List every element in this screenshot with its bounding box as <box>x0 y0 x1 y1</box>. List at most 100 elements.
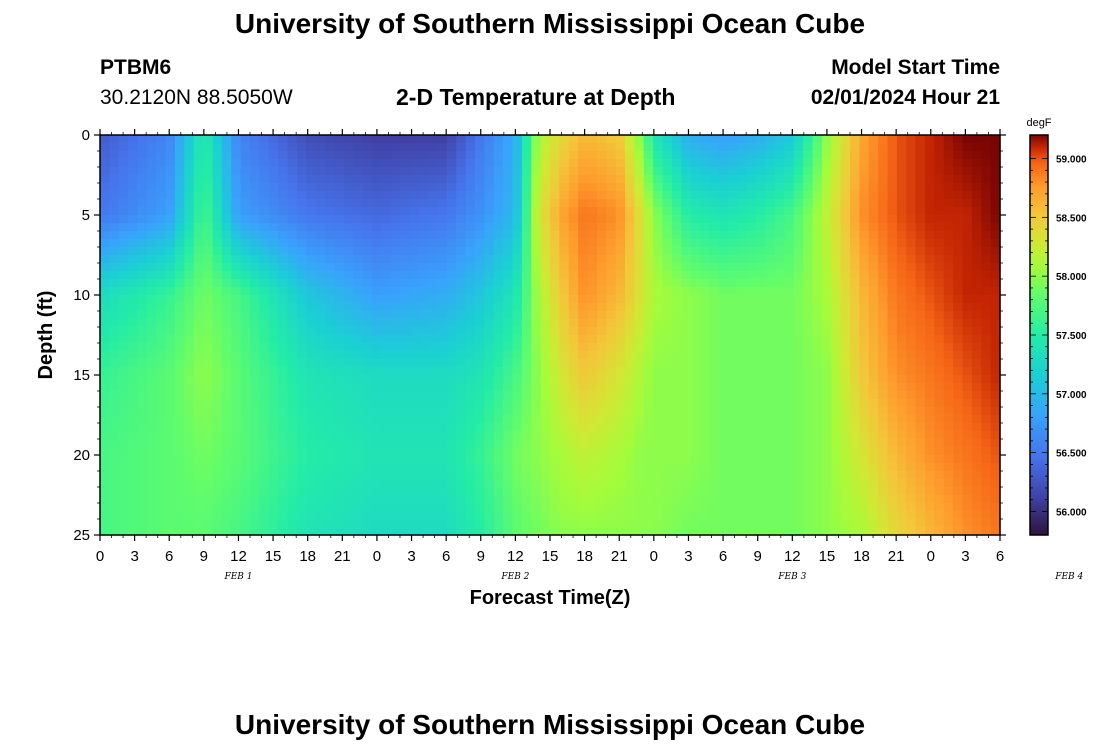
heatmap-cell <box>109 271 120 280</box>
heatmap-cell <box>296 351 307 360</box>
heatmap-cell <box>418 415 429 424</box>
heatmap-cell <box>690 191 701 200</box>
heatmap-cell <box>156 335 167 344</box>
heatmap-cell <box>746 359 757 368</box>
heatmap-cell <box>850 383 860 392</box>
heatmap-cell <box>709 207 720 216</box>
heatmap-cell <box>465 423 476 432</box>
heatmap-cell <box>981 439 992 448</box>
heatmap-cell <box>437 247 448 256</box>
heatmap-cell <box>484 167 495 176</box>
heatmap-cell <box>850 359 860 368</box>
heatmap-cell <box>568 503 579 512</box>
heatmap-cell <box>803 303 814 312</box>
heatmap-cell <box>446 447 457 456</box>
heatmap-cell <box>596 239 607 248</box>
heatmap-cell <box>503 175 514 184</box>
heatmap-cell <box>540 199 551 208</box>
heatmap-cell <box>343 199 354 208</box>
heatmap-cell <box>868 479 879 488</box>
heatmap-cell <box>296 511 307 520</box>
heatmap-cell <box>643 223 654 232</box>
heatmap-cell <box>446 335 457 344</box>
heatmap-cell <box>203 367 214 376</box>
heatmap-cell <box>737 359 748 368</box>
heatmap-cell <box>437 495 448 504</box>
heatmap-cell <box>671 239 682 248</box>
heatmap-cell <box>343 135 354 144</box>
heatmap-cell <box>503 447 514 456</box>
x-tick-label: 3 <box>961 548 969 565</box>
heatmap-cell <box>850 447 860 456</box>
heatmap-cell <box>540 159 551 168</box>
heatmap-cell <box>625 239 635 248</box>
heatmap-cell <box>681 383 692 392</box>
heatmap-cell <box>259 311 270 320</box>
heatmap-cell <box>437 399 448 408</box>
heatmap-cell <box>671 319 682 328</box>
heatmap-cell <box>615 423 626 432</box>
heatmap-cell <box>493 199 504 208</box>
heatmap-cell <box>353 527 364 536</box>
heatmap-cell <box>700 431 710 440</box>
heatmap-cell <box>784 263 795 272</box>
heatmap-cell <box>587 407 598 416</box>
heatmap-cell <box>859 487 870 496</box>
heatmap-cell <box>456 335 467 344</box>
heatmap-cell <box>550 463 560 472</box>
heatmap-cell <box>465 191 476 200</box>
heatmap-cell <box>446 527 457 536</box>
heatmap-cell <box>671 287 682 296</box>
heatmap-cell <box>925 167 935 176</box>
heatmap-cell <box>353 151 364 160</box>
heatmap-cell <box>390 367 401 376</box>
heatmap-cell <box>418 447 429 456</box>
heatmap-cell <box>850 255 860 264</box>
heatmap-cell <box>859 151 870 160</box>
heatmap-cell <box>681 199 692 208</box>
heatmap-cell <box>737 255 748 264</box>
heatmap-cell <box>803 383 814 392</box>
heatmap-cell <box>953 519 964 528</box>
heatmap-cell <box>193 183 204 192</box>
heatmap-cell <box>278 367 289 376</box>
heatmap-cell <box>831 519 842 528</box>
heatmap-cell <box>812 183 823 192</box>
heatmap-cell <box>906 207 917 216</box>
heatmap-cell <box>596 471 607 480</box>
heatmap-cell <box>287 519 298 528</box>
heatmap-cell <box>296 359 307 368</box>
heatmap-cell <box>606 391 617 400</box>
heatmap-cell <box>971 359 982 368</box>
heatmap-cell <box>221 431 232 440</box>
heatmap-cell <box>962 215 973 224</box>
heatmap-cell <box>568 399 579 408</box>
heatmap-cell <box>578 255 589 264</box>
heatmap-cell <box>550 255 560 264</box>
heatmap-cell <box>850 271 860 280</box>
heatmap-cell <box>203 399 214 408</box>
heatmap-cell <box>634 503 645 512</box>
heatmap-cell <box>268 351 279 360</box>
heatmap-cell <box>437 391 448 400</box>
heatmap-cell <box>137 247 148 256</box>
heatmap-cell <box>118 399 129 408</box>
heatmap-cell <box>296 399 307 408</box>
heatmap-cell <box>203 487 214 496</box>
heatmap-cell <box>250 303 260 312</box>
heatmap-cell <box>465 391 476 400</box>
heatmap-cell <box>165 463 176 472</box>
heatmap-cell <box>137 479 148 488</box>
heatmap-cell <box>193 199 204 208</box>
heatmap-cell <box>418 287 429 296</box>
heatmap-cell <box>868 431 879 440</box>
heatmap-cell <box>484 455 495 464</box>
heatmap-cell <box>981 167 992 176</box>
heatmap-cell <box>709 399 720 408</box>
heatmap-cell <box>765 335 776 344</box>
heatmap-cell <box>128 135 139 144</box>
heatmap-cell <box>990 223 1001 232</box>
heatmap-cell <box>315 367 326 376</box>
heatmap-cell <box>540 143 551 152</box>
heatmap-cell <box>550 375 560 384</box>
